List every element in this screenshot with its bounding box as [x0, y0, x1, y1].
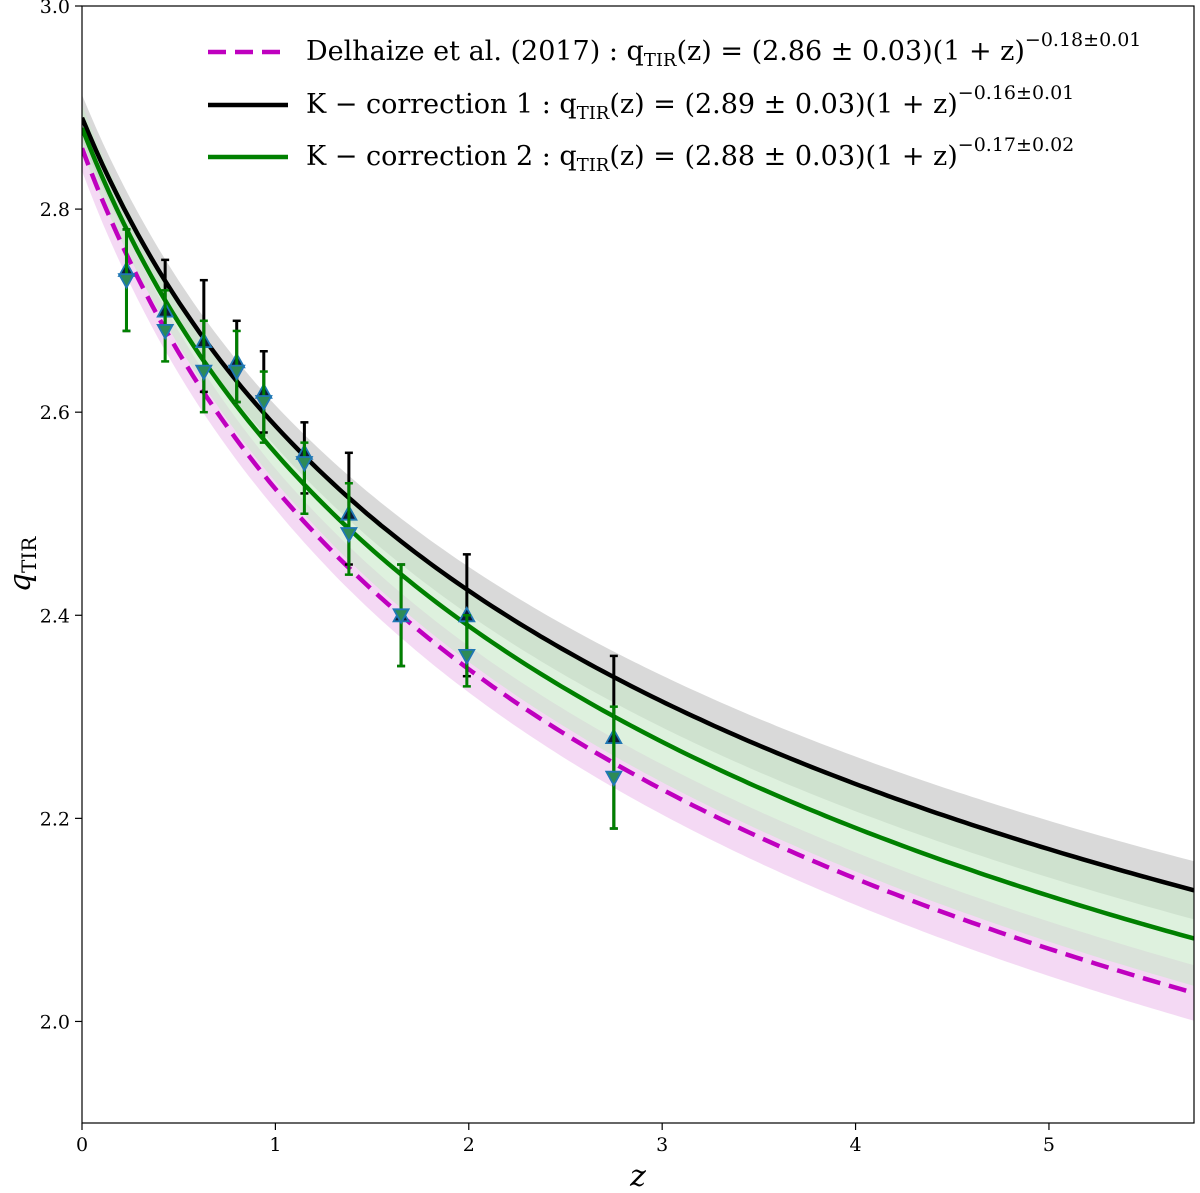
legend-label: Delhaize et al. (2017) : qTIR(z) = (2.86…: [306, 29, 1141, 71]
x-tick-label: 0: [76, 1134, 88, 1156]
triangle-down-marker: [227, 364, 246, 381]
y-tick-label: 2.8: [40, 199, 70, 221]
data-point-down-3: [194, 319, 213, 414]
legend-item-3: K − correction 2 : qTIR(z) = (2.88 ± 0.0…: [208, 134, 1074, 176]
triangle-down-marker: [254, 395, 273, 412]
data-point-down-1: [117, 228, 136, 333]
triangle-down-marker: [295, 456, 314, 473]
triangle-down-marker: [339, 527, 358, 544]
legend-superscript: −0.18±0.01: [1025, 29, 1141, 51]
y-tick-label: 2.4: [40, 605, 70, 627]
band-series-3: [82, 105, 1194, 986]
legend-prefix: Delhaize et al. (2017) : q: [306, 36, 644, 67]
band-series-2: [82, 94, 1194, 920]
data-point-down-7: [339, 482, 358, 576]
legend-prefix: K − correction 1 : q: [306, 89, 577, 120]
data-point-down-10: [604, 705, 623, 830]
confidence-bands: [82, 94, 1194, 1021]
y-axis-label-sub: TIR: [17, 536, 41, 573]
triangle-down-marker: [392, 608, 411, 625]
legend-subscript: TIR: [644, 50, 677, 71]
legend-label: K − correction 1 : qTIR(z) = (2.89 ± 0.0…: [306, 82, 1074, 124]
triangle-down-marker: [194, 364, 213, 381]
legend-equation: (z) = (2.89 ± 0.03)(1 + z): [609, 89, 957, 120]
legend-subscript: TIR: [577, 155, 610, 176]
y-axis-label: qTIR: [3, 536, 41, 592]
fit-line-series-1: [82, 147, 1194, 996]
legend-equation: (z) = (2.86 ± 0.03)(1 + z): [676, 36, 1024, 67]
y-axis-label-main: q: [3, 573, 38, 592]
y-tick-label: 3.0: [40, 0, 70, 18]
data-points: [117, 228, 623, 830]
y-tick-label: 2.2: [40, 808, 70, 830]
x-tick-label: 3: [656, 1134, 668, 1156]
legend-prefix: K − correction 2 : q: [306, 141, 577, 172]
data-point-down-5: [254, 370, 273, 444]
x-axis-label: z: [629, 1159, 646, 1193]
triangle-down-marker: [457, 649, 476, 666]
y-tick-label: 2.6: [40, 402, 70, 424]
x-tick-label: 4: [850, 1134, 862, 1156]
legend-superscript: −0.17±0.02: [958, 134, 1074, 156]
x-tick-label: 2: [463, 1134, 475, 1156]
legend-equation: (z) = (2.88 ± 0.03)(1 + z): [609, 141, 957, 172]
data-point-down-9: [457, 614, 476, 688]
triangle-down-marker: [604, 770, 623, 788]
x-axis-ticks: 0 1 2 3 4 5: [76, 1123, 1055, 1156]
data-point-down-8: [392, 563, 411, 668]
fit-line-series-2: [82, 116, 1194, 893]
x-tick-label: 1: [269, 1134, 281, 1156]
legend-item-2: K − correction 1 : qTIR(z) = (2.89 ± 0.0…: [208, 82, 1074, 124]
legend-label: K − correction 2 : qTIR(z) = (2.88 ± 0.0…: [306, 134, 1074, 176]
triangle-down-marker: [117, 273, 136, 290]
legend-subscript: TIR: [577, 103, 610, 124]
y-tick-label: 2.0: [40, 1011, 70, 1033]
legend: Delhaize et al. (2017) : qTIR(z) = (2.86…: [208, 29, 1141, 176]
legend-item-1: Delhaize et al. (2017) : qTIR(z) = (2.86…: [208, 29, 1141, 71]
x-tick-label: 5: [1043, 1134, 1055, 1156]
triangle-down-marker: [156, 323, 175, 341]
plot-frame: [81, 5, 1195, 1124]
data-point-down-6: [295, 441, 314, 515]
data-point-down-4: [227, 329, 246, 404]
data-point-down-2: [156, 289, 175, 363]
legend-superscript: −0.16±0.01: [958, 82, 1074, 104]
y-axis-ticks: 2.0 2.2 2.4 2.6 2.8 3.0: [40, 0, 82, 1033]
